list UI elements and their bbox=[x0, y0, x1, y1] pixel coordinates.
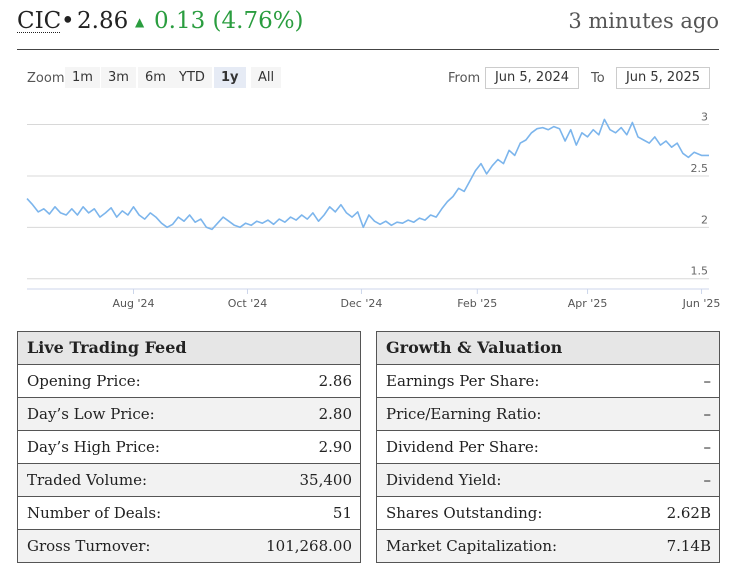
table-row: Traded Volume: 35,400 bbox=[18, 464, 360, 497]
growth-valuation-title: Growth & Valuation bbox=[377, 332, 719, 365]
table-row: Dividend Per Share: – bbox=[377, 431, 719, 464]
table-row: Number of Deals: 51 bbox=[18, 497, 360, 530]
y-tick-label: 2.5 bbox=[691, 162, 709, 175]
x-tick-label: Apr '25 bbox=[568, 297, 608, 310]
zoom-ytd-button[interactable]: YTD bbox=[172, 67, 212, 88]
table-row: Dividend Yield: – bbox=[377, 464, 719, 497]
zoom-label: Zoom bbox=[27, 71, 65, 86]
quote-header: CIC • 2.86 ▲ 0.13 (4.76%) 3 minutes ago bbox=[17, 6, 719, 40]
x-tick-label: Oct '24 bbox=[228, 297, 268, 310]
row-value: – bbox=[703, 471, 712, 489]
table-row: Gross Turnover: 101,268.00 bbox=[18, 530, 360, 562]
y-tick-label: 3 bbox=[701, 111, 708, 124]
to-label: To bbox=[591, 71, 605, 86]
separator: • bbox=[61, 8, 75, 34]
row-value: 2.80 bbox=[318, 405, 352, 423]
row-label: Market Capitalization: bbox=[386, 537, 558, 555]
row-value: 101,268.00 bbox=[266, 537, 352, 555]
x-tick-label: Dec '24 bbox=[341, 297, 383, 310]
price-chart[interactable]: 1.5 2 2.5 3 Aug '24 Oct '24 Dec '24 Feb '25 Apr … bbox=[0, 96, 736, 318]
row-value: 2.62B bbox=[666, 504, 711, 522]
row-value: – bbox=[703, 372, 712, 390]
last-updated: 3 minutes ago bbox=[568, 9, 719, 33]
to-date-input[interactable]: Jun 5, 2025 bbox=[616, 67, 710, 89]
row-label: Opening Price: bbox=[27, 372, 141, 390]
from-date-input[interactable]: Jun 5, 2024 bbox=[485, 67, 579, 89]
zoom-3m-button[interactable]: 3m bbox=[101, 67, 136, 88]
table-row: Day’s Low Price: 2.80 bbox=[18, 398, 360, 431]
zoom-1y-button[interactable]: 1y bbox=[214, 67, 246, 88]
row-label: Traded Volume: bbox=[27, 471, 148, 489]
row-label: Dividend Per Share: bbox=[386, 438, 539, 456]
row-label: Day’s High Price: bbox=[27, 438, 160, 456]
row-label: Gross Turnover: bbox=[27, 537, 151, 555]
live-trading-feed-title: Live Trading Feed bbox=[18, 332, 360, 365]
header-divider bbox=[17, 49, 719, 50]
table-row: Day’s High Price: 2.90 bbox=[18, 431, 360, 464]
zoom-6m-button[interactable]: 6m bbox=[138, 67, 173, 88]
table-row: Opening Price: 2.86 bbox=[18, 365, 360, 398]
row-label: Day’s Low Price: bbox=[27, 405, 155, 423]
x-tick-label: Jun '25 bbox=[682, 297, 721, 310]
growth-valuation-panel: Growth & Valuation Earnings Per Share: – … bbox=[376, 331, 720, 563]
row-label: Earnings Per Share: bbox=[386, 372, 540, 390]
live-trading-feed-panel: Live Trading Feed Opening Price: 2.86 Day… bbox=[17, 331, 361, 563]
zoom-1m-button[interactable]: 1m bbox=[65, 67, 100, 88]
price-series-line bbox=[26, 118, 709, 231]
table-row: Market Capitalization: 7.14B bbox=[377, 530, 719, 562]
row-label: Price/Earning Ratio: bbox=[386, 405, 542, 423]
row-value: 2.86 bbox=[318, 372, 352, 390]
row-value: 51 bbox=[332, 504, 352, 522]
from-label: From bbox=[448, 71, 481, 86]
x-tick-label: Aug '24 bbox=[113, 297, 155, 310]
table-row: Shares Outstanding: 2.62B bbox=[377, 497, 719, 530]
ticker-symbol[interactable]: CIC bbox=[17, 8, 62, 34]
row-label: Shares Outstanding: bbox=[386, 504, 543, 522]
table-row: Price/Earning Ratio: – bbox=[377, 398, 719, 431]
y-tick-label: 2 bbox=[701, 213, 708, 226]
row-label: Dividend Yield: bbox=[386, 471, 502, 489]
row-value: 2.90 bbox=[318, 438, 352, 456]
price-change: 0.13 (4.76%) bbox=[154, 8, 304, 34]
last-price: 2.86 bbox=[77, 8, 129, 34]
row-value: 35,400 bbox=[299, 471, 353, 489]
zoom-all-button[interactable]: All bbox=[251, 67, 282, 88]
x-tick-label: Feb '25 bbox=[457, 297, 497, 310]
row-value: – bbox=[703, 405, 712, 423]
row-value: – bbox=[703, 438, 712, 456]
row-value: 7.14B bbox=[666, 537, 711, 555]
y-tick-label: 1.5 bbox=[691, 265, 709, 278]
up-arrow-icon: ▲ bbox=[135, 15, 145, 29]
table-row: Earnings Per Share: – bbox=[377, 365, 719, 398]
row-label: Number of Deals: bbox=[27, 504, 162, 522]
